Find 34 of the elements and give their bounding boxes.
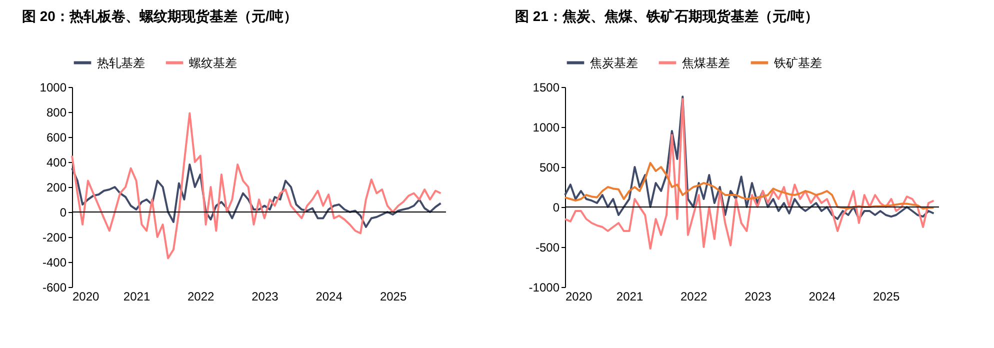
x-tick-label: 2023	[252, 290, 279, 304]
x-tick-label: 2024	[316, 290, 343, 304]
legend-label: 焦煤基差	[682, 56, 730, 70]
chart-title: 图 20：热轧板卷、螺纹期现货基差（元/吨）	[22, 8, 298, 24]
y-tick-label: 1500	[532, 80, 560, 94]
legend-label: 螺纹基差	[189, 56, 237, 70]
x-tick-label: 2023	[744, 290, 772, 304]
y-tick-label: -500	[535, 240, 560, 254]
x-tick-label: 2022	[680, 290, 708, 304]
y-tick-label: 0	[60, 206, 67, 220]
chart-title: 图 21：焦炭、焦煤、铁矿石期现货基差（元/吨）	[515, 8, 818, 24]
y-tick-label: 400	[46, 156, 67, 170]
x-tick-label: 2020	[566, 290, 593, 304]
x-tick-label: 2021	[616, 290, 644, 304]
x-tick-label: 2025	[380, 290, 407, 304]
x-tick-label: 2020	[72, 290, 100, 304]
x-tick-label: 2021	[123, 290, 150, 304]
legend-label: 热轧基差	[97, 56, 145, 70]
legend-label: 焦炭基差	[590, 56, 638, 70]
y-tick-label: 1000	[40, 80, 67, 94]
y-tick-label: -200	[42, 230, 67, 244]
y-tick-label: 500	[539, 160, 560, 174]
y-tick-label: -1000	[528, 280, 560, 294]
y-tick-label: -400	[42, 256, 67, 270]
x-tick-label: 2024	[808, 290, 836, 304]
y-tick-label: 1000	[532, 120, 560, 134]
y-tick-label: 200	[46, 180, 67, 194]
y-tick-label: 800	[46, 106, 67, 120]
y-tick-label: -600	[42, 280, 67, 294]
y-tick-label: 600	[46, 130, 67, 144]
y-tick-label: 0	[552, 200, 560, 214]
legend-label: 铁矿基差	[773, 56, 822, 70]
x-tick-label: 2022	[188, 290, 215, 304]
x-tick-label: 2025	[872, 290, 900, 304]
